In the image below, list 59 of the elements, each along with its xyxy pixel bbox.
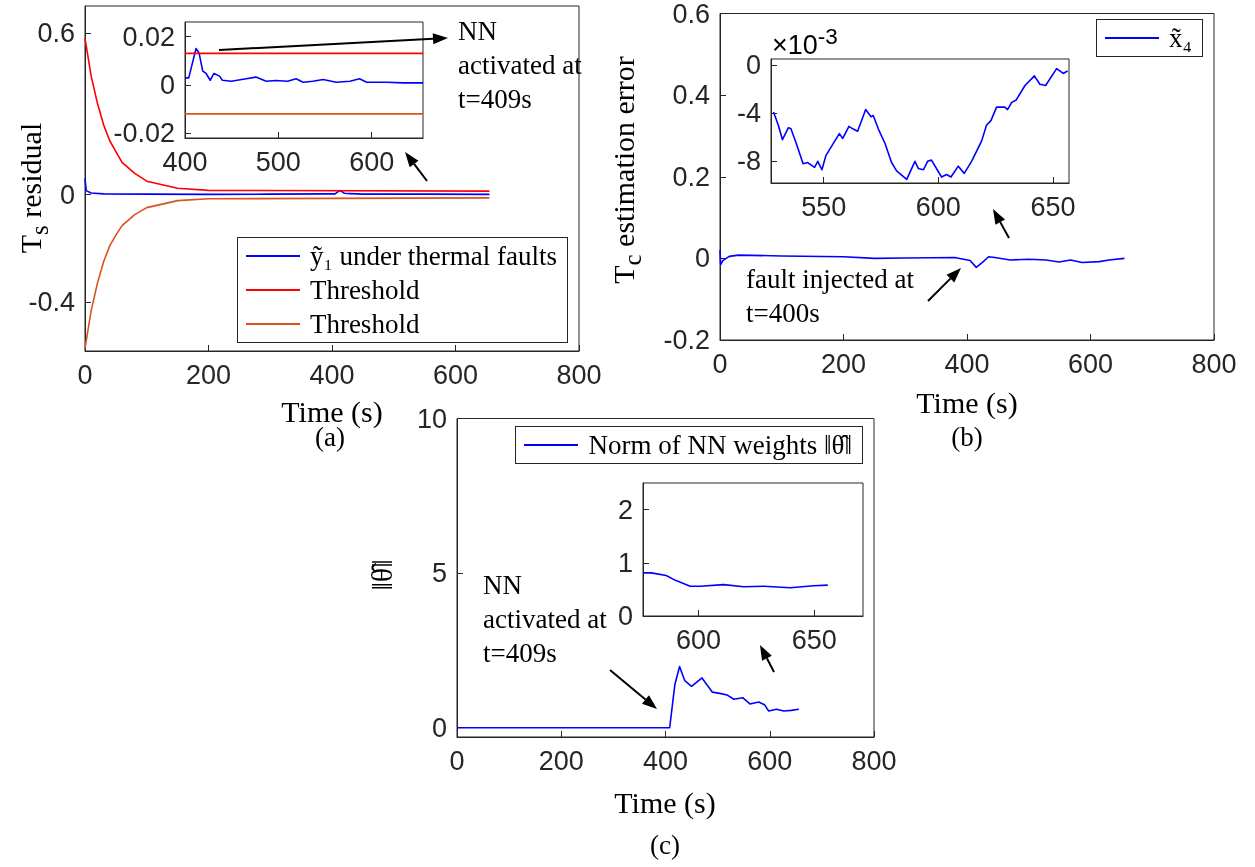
- y-tick-label: -0.4: [28, 287, 75, 318]
- x-tick-label: 400: [944, 348, 990, 379]
- x-axis-title: Time (s): [916, 386, 1018, 420]
- legend-label: x̃₄: [1169, 22, 1192, 55]
- y-tick-label: -0.2: [663, 325, 710, 355]
- y-tick-label: 0.2: [672, 161, 710, 192]
- line-series: [642, 572, 829, 589]
- y-tick-label: 5: [431, 558, 447, 589]
- line-series: [84, 177, 491, 196]
- x-tick-label: 200: [185, 359, 232, 390]
- legend-label: Threshold: [309, 274, 420, 307]
- x-tick-label: 650: [791, 624, 837, 655]
- legend-label: Norm of NN weights ‖θ̂‖: [588, 429, 852, 462]
- annotation: NN activated at t=409s: [458, 15, 583, 116]
- x-tick-label: 800: [851, 745, 897, 776]
- annotation: ×10$^{-3}$: [772, 23, 838, 62]
- y-tick-label: 0: [159, 69, 175, 100]
- y-tick-label: -8: [736, 146, 761, 177]
- x-tick-label: 200: [538, 745, 584, 776]
- y-tick-label: -4: [736, 98, 761, 129]
- x-tick-label: 800: [1191, 348, 1237, 379]
- y-axis-title: ‖θ̂‖: [365, 559, 399, 591]
- x-tick-label: 500: [255, 146, 301, 177]
- text: (c): [650, 829, 680, 862]
- y-tick-label: 2: [617, 494, 633, 525]
- x-tick-label: 600: [349, 146, 395, 177]
- annotation: NN activated at t=409s: [483, 569, 608, 670]
- x-tick-label: 200: [820, 348, 867, 379]
- y-tick-label: 10: [416, 403, 447, 434]
- x-tick-label: 600: [747, 745, 793, 776]
- x-tick-label: 800: [556, 359, 602, 390]
- x-tick-label: 400: [642, 745, 689, 776]
- x-tick-label: 600: [1067, 348, 1114, 379]
- y-tick-label: 0.02: [122, 21, 175, 52]
- x-tick-label: 600: [676, 624, 722, 655]
- line-series: [456, 665, 800, 729]
- line-series: [184, 47, 424, 84]
- x-tick-label: 600: [432, 359, 479, 390]
- x-tick-label: 400: [162, 146, 208, 177]
- x-axis-title: Time (s): [614, 786, 716, 820]
- x-tick-label: 550: [801, 191, 847, 222]
- x-tick-label: 600: [915, 191, 961, 222]
- y-tick-label: 0: [431, 712, 447, 743]
- y-tick-label: 0: [694, 243, 710, 274]
- y-tick-label: 1: [617, 547, 633, 578]
- y-tick-label: 0.6: [672, 0, 710, 29]
- line-series: [84, 197, 491, 350]
- line-series: [719, 249, 1126, 269]
- y-tick-label: 0: [745, 50, 761, 81]
- y-tick-label: 0: [617, 601, 633, 631]
- y-tick-label: -0.02: [113, 118, 175, 149]
- legend-label: ỹ₁ under thermal faults: [309, 240, 557, 273]
- legend-label: Threshold: [309, 308, 420, 341]
- x-tick-label: 400: [309, 359, 355, 390]
- y-tick-label: 0.4: [672, 80, 710, 111]
- y-tick-label: 0.6: [37, 17, 75, 48]
- x-tick-label: 650: [1030, 191, 1076, 222]
- annotation: fault injected at t=400s: [746, 263, 915, 330]
- text: (b): [951, 421, 983, 454]
